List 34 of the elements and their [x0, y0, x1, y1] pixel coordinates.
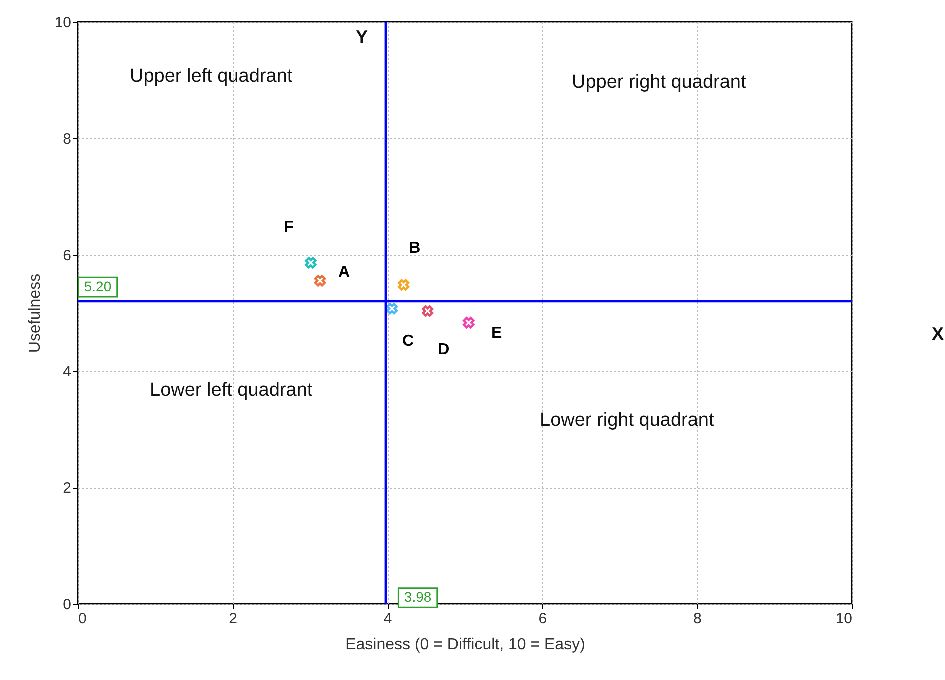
y-tick-label: 4: [63, 364, 72, 381]
y-tick-label: 6: [63, 247, 72, 264]
x-axis-title: Easiness (0 = Difficult, 10 = Easy): [346, 636, 586, 654]
x-tick-label: 8: [694, 610, 702, 628]
x-tick-label: 10: [836, 610, 852, 628]
series-label: F: [284, 218, 294, 236]
point: [398, 279, 410, 291]
point: [463, 317, 475, 329]
series-label: B: [409, 240, 421, 258]
x-tick-label: 2: [229, 610, 238, 628]
x-tick-label: 0: [78, 610, 87, 628]
annotation: Upper right quadrant: [572, 72, 747, 93]
x-tick-label: 4: [384, 610, 392, 628]
series-label: E: [492, 324, 503, 342]
point: [305, 257, 317, 269]
point: [422, 305, 434, 318]
point: [386, 303, 398, 315]
annotation: Lower left quadrant: [150, 380, 314, 401]
series-label: D: [438, 341, 450, 358]
y-tick-label: 10: [54, 14, 72, 32]
x-tick-label: 6: [538, 610, 548, 628]
annotation: Upper left quadrant: [130, 66, 294, 87]
series-label: A: [338, 264, 350, 281]
ref-line-label: 5.20: [84, 278, 112, 294]
text: X: [932, 324, 944, 344]
series-label: C: [402, 332, 414, 350]
point: [314, 275, 326, 287]
annotation: Y: [356, 27, 368, 47]
y-tick-label: 0: [63, 596, 72, 614]
y-tick-label: 2: [63, 480, 72, 498]
ref-line-label: 3.98: [404, 589, 432, 605]
y-axis-title: Usefulness: [26, 274, 44, 354]
y-tick-label: 8: [63, 130, 72, 148]
annotation: Lower right quadrant: [540, 410, 715, 431]
